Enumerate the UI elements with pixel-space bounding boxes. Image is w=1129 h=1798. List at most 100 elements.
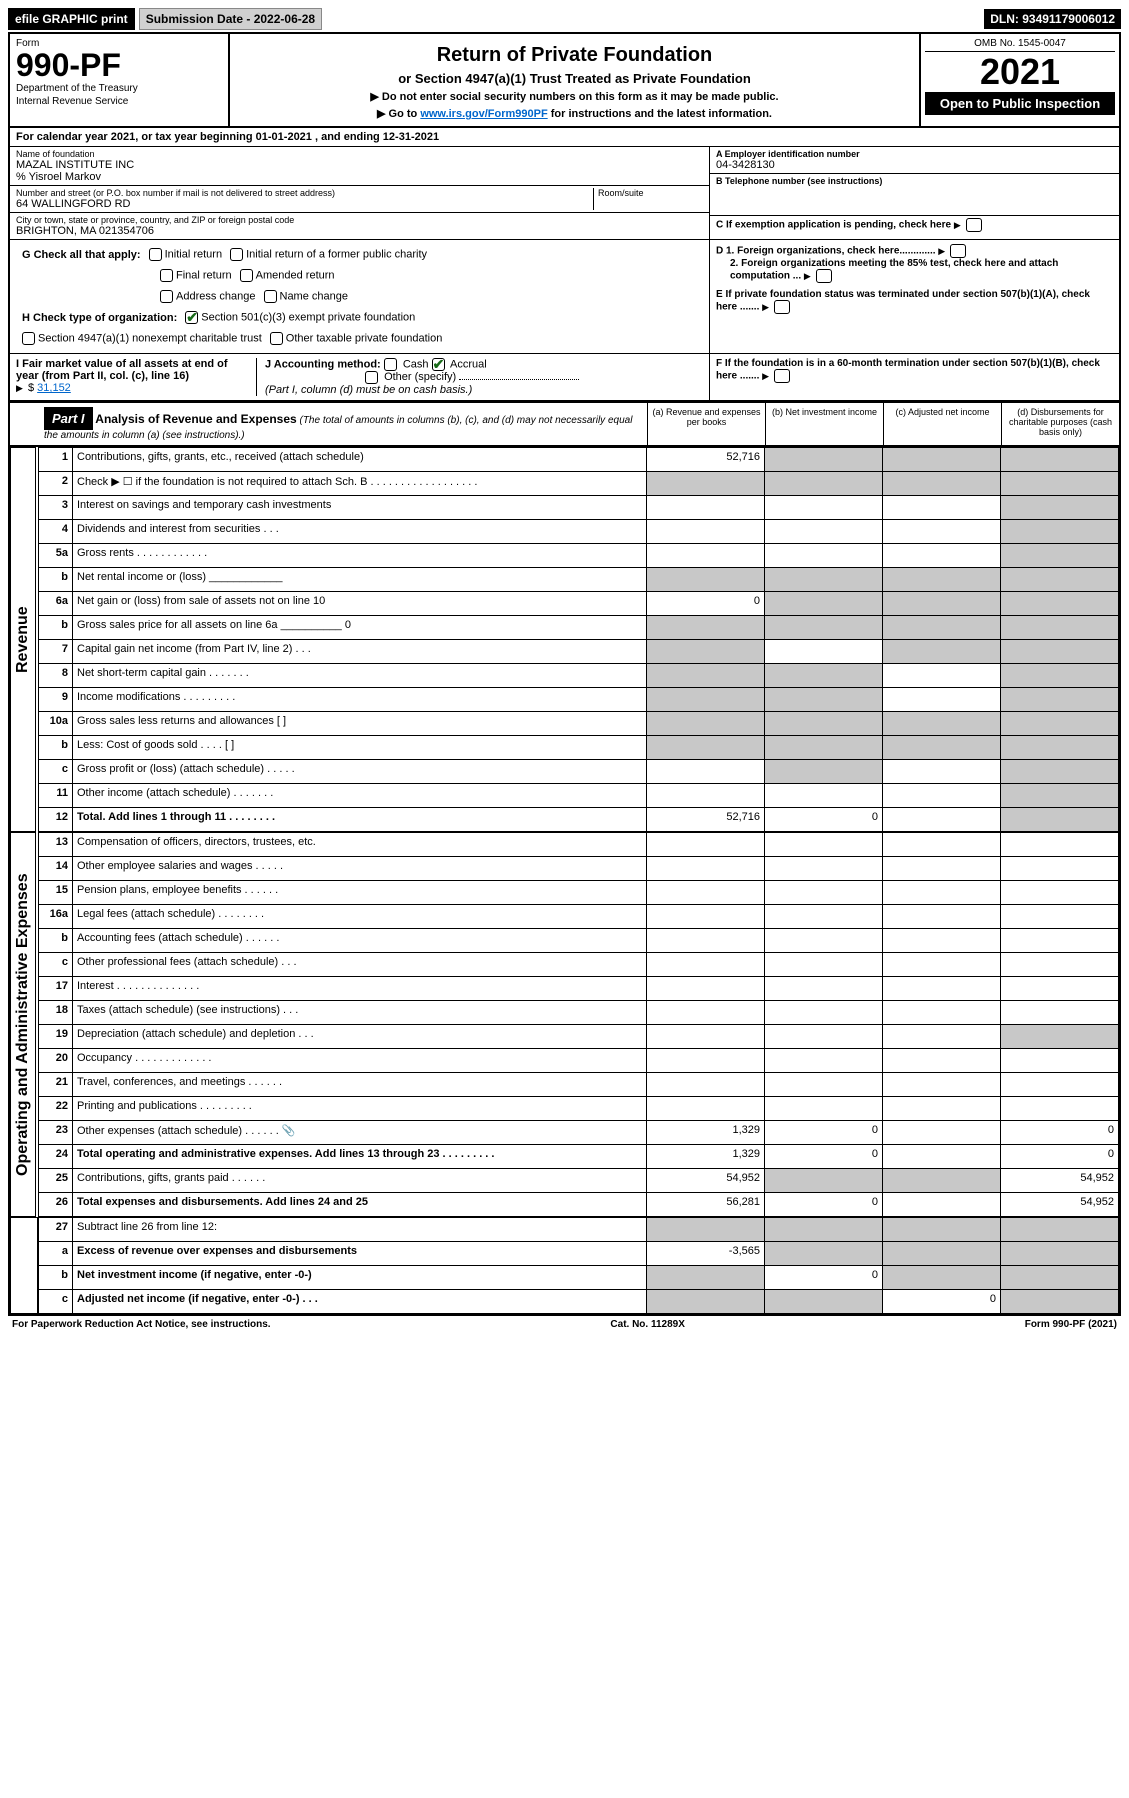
c-checkbox[interactable]: [966, 218, 982, 232]
cell-c: [883, 1121, 1001, 1145]
amended-return-checkbox[interactable]: [240, 269, 253, 282]
row-number: b: [39, 929, 73, 953]
fmv-link[interactable]: 31,152: [37, 382, 71, 394]
cell-d: [1001, 905, 1119, 929]
cell-a: 52,716: [647, 808, 765, 832]
e-checkbox[interactable]: [774, 300, 790, 314]
form-header: Form 990-PF Department of the Treasury I…: [10, 34, 1119, 128]
cell-a: [647, 760, 765, 784]
header-right: OMB No. 1545-0047 2021 Open to Public In…: [919, 34, 1119, 126]
d2-checkbox[interactable]: [816, 269, 832, 283]
4947-checkbox[interactable]: [22, 332, 35, 345]
cell-c: [883, 1073, 1001, 1097]
ein-cell: A Employer identification number 04-3428…: [710, 147, 1119, 174]
address-change-checkbox[interactable]: [160, 290, 173, 303]
efile-button[interactable]: efile GRAPHIC print: [8, 8, 135, 30]
cell-d: [1001, 640, 1119, 664]
row-label: Excess of revenue over expenses and disb…: [73, 1242, 647, 1266]
col-b-header: (b) Net investment income: [765, 403, 883, 445]
initial-former-checkbox[interactable]: [230, 248, 243, 261]
initial-return-checkbox[interactable]: [149, 248, 162, 261]
cell-a: [647, 1097, 765, 1121]
cell-d: [1001, 1049, 1119, 1073]
cell-c: [883, 784, 1001, 808]
instructions-link[interactable]: www.irs.gov/Form990PF: [420, 108, 547, 120]
cell-a: [647, 1025, 765, 1049]
cell-d: [1001, 1001, 1119, 1025]
row-label: Travel, conferences, and meetings . . . …: [73, 1073, 647, 1097]
cell-c: [883, 712, 1001, 736]
row-number: 13: [39, 833, 73, 857]
row-label: Less: Cost of goods sold . . . . [ ]: [73, 736, 647, 760]
row-label: Other employee salaries and wages . . . …: [73, 857, 647, 881]
cell-d: [1001, 929, 1119, 953]
table-row: bNet rental income or (loss) ___________…: [39, 568, 1119, 592]
cell-b: [765, 784, 883, 808]
row-label: Other income (attach schedule) . . . . .…: [73, 784, 647, 808]
cell-b: [765, 1218, 883, 1242]
identification-section: Name of foundation MAZAL INSTITUTE INC %…: [10, 147, 1119, 240]
other-taxable-checkbox[interactable]: [270, 332, 283, 345]
row-label: Other expenses (attach schedule) . . . .…: [73, 1121, 647, 1145]
col-c-header: (c) Adjusted net income: [883, 403, 1001, 445]
col-a-header: (a) Revenue and expenses per books: [647, 403, 765, 445]
cell-d: [1001, 857, 1119, 881]
cell-d: [1001, 616, 1119, 640]
cell-c: [883, 857, 1001, 881]
cell-b: [765, 833, 883, 857]
table-row: 3Interest on savings and temporary cash …: [39, 496, 1119, 520]
cell-d: [1001, 592, 1119, 616]
table-row: 11Other income (attach schedule) . . . .…: [39, 784, 1119, 808]
cell-b: [765, 881, 883, 905]
row-number: b: [39, 616, 73, 640]
cell-a: [647, 977, 765, 1001]
submission-date-button[interactable]: Submission Date - 2022-06-28: [139, 8, 322, 30]
cell-a: [647, 1049, 765, 1073]
cash-checkbox[interactable]: [384, 358, 397, 371]
name-change-checkbox[interactable]: [264, 290, 277, 303]
row-label: Printing and publications . . . . . . . …: [73, 1097, 647, 1121]
cell-a: 0: [647, 592, 765, 616]
cell-b: [765, 448, 883, 472]
table-row: aExcess of revenue over expenses and dis…: [39, 1242, 1119, 1266]
cell-d: [1001, 712, 1119, 736]
cell-a: [647, 568, 765, 592]
row-number: 2: [39, 472, 73, 496]
f-right: F If the foundation is in a 60-month ter…: [709, 354, 1119, 400]
cell-c: [883, 664, 1001, 688]
catalog-number: Cat. No. 11289X: [610, 1319, 684, 1330]
other-method-checkbox[interactable]: [365, 371, 378, 384]
expenses-section: Operating and Administrative Expenses 13…: [10, 832, 1119, 1217]
accrual-checkbox[interactable]: [432, 358, 445, 371]
row-label: Interest on savings and temporary cash i…: [73, 496, 647, 520]
row-number: 18: [39, 1001, 73, 1025]
revenue-vlabel: Revenue: [10, 447, 36, 832]
row-label: Net gain or (loss) from sale of assets n…: [73, 592, 647, 616]
row-number: 21: [39, 1073, 73, 1097]
cell-a: [647, 664, 765, 688]
f-checkbox[interactable]: [774, 369, 790, 383]
dln-label: DLN: 93491179006012: [984, 9, 1121, 29]
501c3-checkbox[interactable]: [185, 311, 198, 324]
cell-b: [765, 616, 883, 640]
cell-a: 1,329: [647, 1121, 765, 1145]
row-label: Depreciation (attach schedule) and deple…: [73, 1025, 647, 1049]
row-number: 11: [39, 784, 73, 808]
row-number: 17: [39, 977, 73, 1001]
form-subtitle: or Section 4947(a)(1) Trust Treated as P…: [236, 71, 913, 86]
table-row: 12Total. Add lines 1 through 11 . . . . …: [39, 808, 1119, 832]
cell-d: [1001, 833, 1119, 857]
table-row: 6aNet gain or (loss) from sale of assets…: [39, 592, 1119, 616]
cell-b: [765, 664, 883, 688]
final-return-checkbox[interactable]: [160, 269, 173, 282]
cell-b: [765, 496, 883, 520]
d1-checkbox[interactable]: [950, 244, 966, 258]
tax-year: 2021: [925, 52, 1115, 92]
expenses-vlabel: Operating and Administrative Expenses: [10, 832, 36, 1217]
cell-b: 0: [765, 1145, 883, 1169]
row-label: Gross sales price for all assets on line…: [73, 616, 647, 640]
row-label: Contributions, gifts, grants, etc., rece…: [73, 448, 647, 472]
cell-a: [647, 929, 765, 953]
cell-d: [1001, 1097, 1119, 1121]
cell-d: [1001, 808, 1119, 832]
